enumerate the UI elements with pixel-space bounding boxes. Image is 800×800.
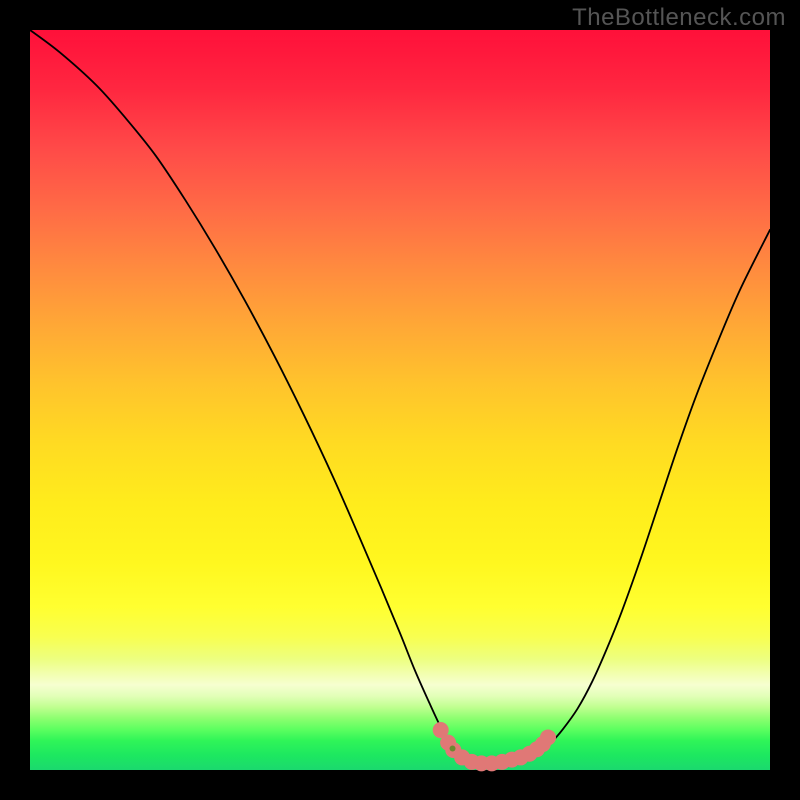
watermark-text: TheBottleneck.com — [572, 4, 786, 32]
optimal-zone-accent-dot — [450, 746, 456, 752]
chart-container: TheBottleneck.com — [0, 0, 800, 800]
gradient-background — [30, 30, 770, 770]
optimal-zone-dot — [540, 729, 556, 745]
bottleneck-curve-chart — [0, 0, 800, 800]
